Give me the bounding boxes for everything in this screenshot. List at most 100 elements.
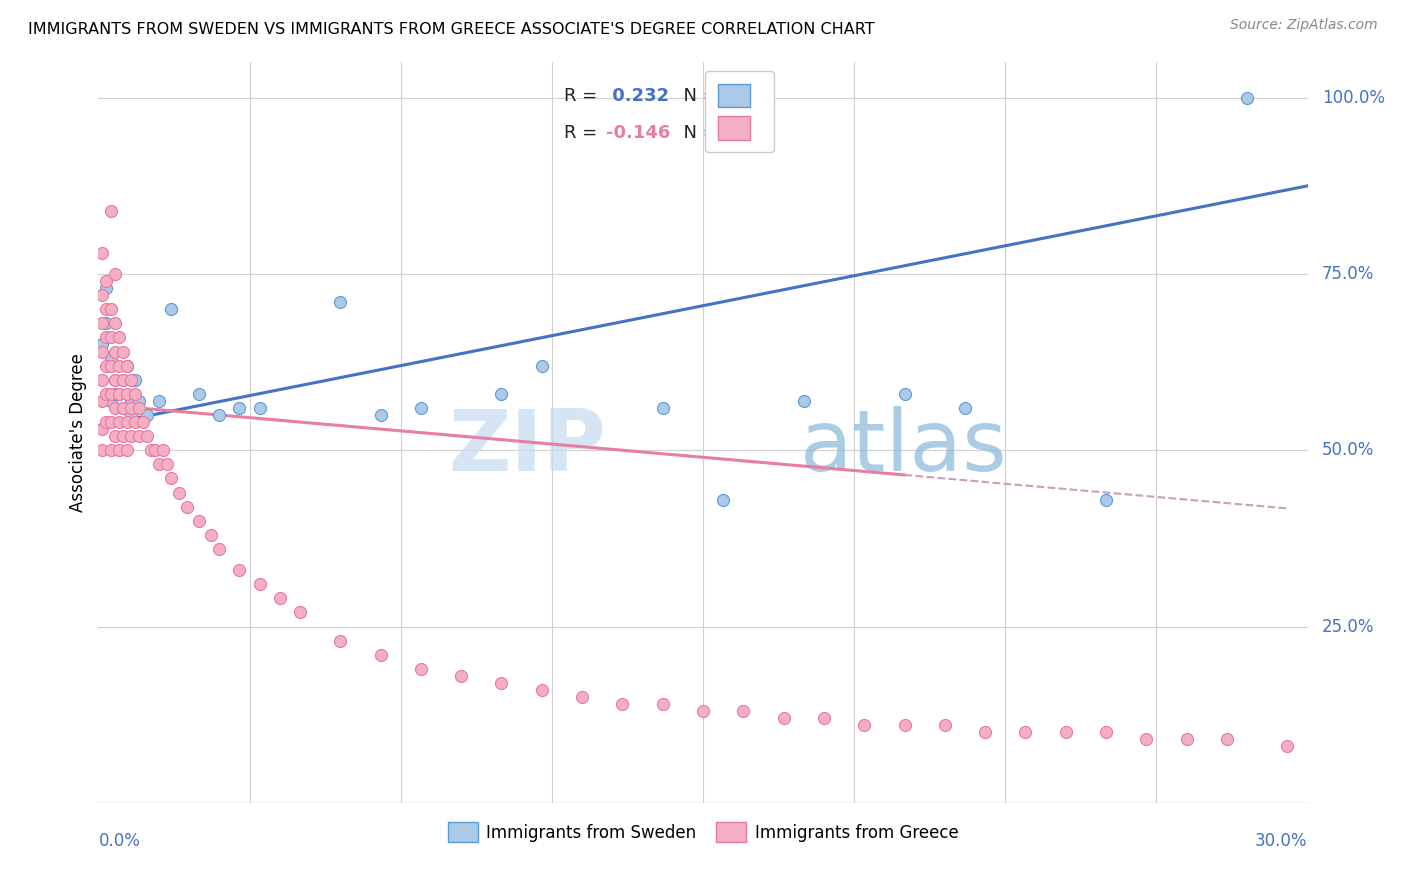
Point: [128, 429, 150, 443]
Point: [208, 408, 231, 422]
Point: [100, 330, 122, 344]
Point: [107, 443, 129, 458]
Point: [103, 401, 125, 415]
Point: [772, 711, 794, 725]
Point: [107, 387, 129, 401]
Point: [91, 393, 114, 408]
Point: [1095, 725, 1118, 739]
Point: [152, 443, 174, 458]
Point: [120, 408, 142, 422]
Point: [167, 485, 190, 500]
Point: [96, 281, 118, 295]
Point: [571, 690, 593, 704]
Point: [96, 415, 118, 429]
Point: [156, 458, 179, 472]
Point: [409, 662, 432, 676]
Point: [651, 401, 673, 415]
Point: [107, 415, 129, 429]
Point: [103, 373, 125, 387]
Point: [188, 514, 211, 528]
Point: [148, 458, 170, 472]
Point: [100, 359, 122, 373]
Point: [115, 443, 138, 458]
Point: [91, 337, 114, 351]
Point: [91, 245, 114, 260]
Text: atlas: atlas: [800, 406, 1008, 489]
Text: 50.0%: 50.0%: [1322, 442, 1375, 459]
Point: [124, 415, 146, 429]
Point: [100, 387, 122, 401]
Point: [370, 408, 392, 422]
Point: [91, 288, 114, 302]
Text: 86: 86: [724, 124, 748, 142]
Point: [115, 387, 138, 401]
Y-axis label: Associate's Degree: Associate's Degree: [69, 353, 87, 512]
Point: [100, 351, 122, 366]
Point: [139, 443, 162, 458]
Text: N =: N =: [672, 87, 723, 104]
Point: [111, 401, 134, 415]
Point: [111, 401, 134, 415]
Text: -0.146: -0.146: [606, 124, 671, 142]
Point: [115, 415, 138, 429]
Point: [111, 373, 134, 387]
Point: [711, 492, 734, 507]
Text: 0.0%: 0.0%: [98, 832, 141, 850]
Point: [103, 373, 125, 387]
Point: [128, 401, 150, 415]
Text: 25.0%: 25.0%: [1322, 617, 1375, 635]
Point: [132, 415, 155, 429]
Text: IMMIGRANTS FROM SWEDEN VS IMMIGRANTS FROM GREECE ASSOCIATE'S DEGREE CORRELATION : IMMIGRANTS FROM SWEDEN VS IMMIGRANTS FRO…: [28, 22, 875, 37]
Point: [107, 387, 129, 401]
Point: [651, 697, 673, 711]
Point: [103, 429, 125, 443]
Point: [450, 669, 472, 683]
Point: [96, 316, 118, 330]
Point: [1095, 492, 1118, 507]
Point: [409, 401, 432, 415]
Point: [135, 429, 157, 443]
Text: 75.0%: 75.0%: [1322, 265, 1375, 283]
Point: [111, 373, 134, 387]
Point: [269, 591, 291, 606]
Point: [91, 443, 114, 458]
Point: [329, 295, 352, 310]
Point: [1277, 739, 1299, 754]
Point: [370, 648, 392, 662]
Point: [953, 401, 976, 415]
Point: [96, 330, 118, 344]
Point: [100, 203, 122, 218]
Point: [91, 344, 114, 359]
Point: [91, 316, 114, 330]
Point: [249, 401, 271, 415]
Legend: Immigrants from Sweden, Immigrants from Greece: Immigrants from Sweden, Immigrants from …: [440, 814, 966, 850]
Text: R =: R =: [564, 87, 603, 104]
Point: [91, 373, 114, 387]
Point: [793, 393, 815, 408]
Point: [100, 302, 122, 317]
Text: ZIP: ZIP: [449, 406, 606, 489]
Point: [491, 676, 513, 690]
Text: 100.0%: 100.0%: [1322, 88, 1385, 107]
Point: [692, 704, 714, 718]
Point: [120, 401, 142, 415]
Point: [107, 359, 129, 373]
Point: [96, 302, 118, 317]
Point: [188, 387, 211, 401]
Text: 34: 34: [724, 87, 748, 104]
Point: [1216, 732, 1239, 747]
Point: [103, 387, 125, 401]
Point: [1175, 732, 1198, 747]
Point: [124, 387, 146, 401]
Point: [612, 697, 634, 711]
Text: 0.232: 0.232: [606, 87, 669, 104]
Point: [249, 577, 271, 591]
Point: [1014, 725, 1036, 739]
Point: [530, 683, 553, 698]
Point: [100, 415, 122, 429]
Point: [135, 408, 157, 422]
Point: [128, 393, 150, 408]
Point: [160, 302, 183, 317]
Point: [143, 443, 166, 458]
Point: [1236, 91, 1258, 105]
